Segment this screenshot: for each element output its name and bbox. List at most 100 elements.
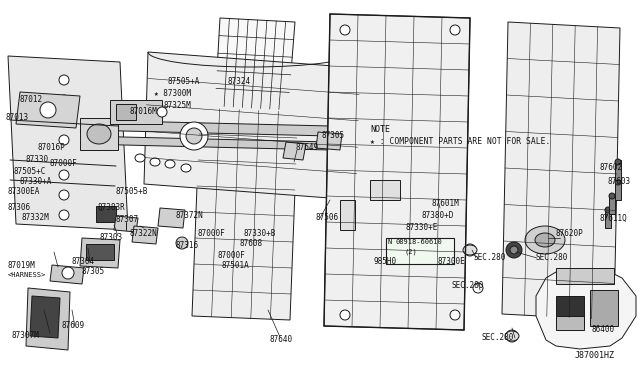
Ellipse shape <box>464 244 476 256</box>
Text: 87506: 87506 <box>316 214 339 222</box>
Polygon shape <box>324 14 470 330</box>
Ellipse shape <box>59 190 69 200</box>
Text: 87608: 87608 <box>240 240 263 248</box>
Polygon shape <box>536 270 636 349</box>
Ellipse shape <box>505 331 519 341</box>
Ellipse shape <box>605 207 611 213</box>
Text: 87380+D: 87380+D <box>422 212 454 221</box>
Text: 87307: 87307 <box>116 215 139 224</box>
Text: 86400: 86400 <box>592 326 615 334</box>
Text: 87501A: 87501A <box>222 262 250 270</box>
Ellipse shape <box>450 25 460 35</box>
Ellipse shape <box>150 158 160 166</box>
Text: 87330+A: 87330+A <box>20 177 52 186</box>
Polygon shape <box>132 226 158 244</box>
Polygon shape <box>283 142 306 160</box>
Bar <box>556 296 584 326</box>
Text: SEC.280: SEC.280 <box>482 334 515 343</box>
Ellipse shape <box>62 267 74 279</box>
Text: 87322N: 87322N <box>130 230 157 238</box>
Text: 87330+B: 87330+B <box>244 230 276 238</box>
Text: 87620P: 87620P <box>556 230 584 238</box>
Text: 87016M: 87016M <box>130 108 157 116</box>
Text: 87649: 87649 <box>295 144 318 153</box>
Text: 87000F: 87000F <box>218 251 246 260</box>
Text: ★ 87300M: ★ 87300M <box>154 90 191 99</box>
Text: 87505+A: 87505+A <box>168 77 200 87</box>
Text: 87603: 87603 <box>608 177 631 186</box>
Text: 87505+C: 87505+C <box>14 167 46 176</box>
Ellipse shape <box>59 170 69 180</box>
Text: 87306: 87306 <box>8 203 31 212</box>
Bar <box>116 104 136 120</box>
Polygon shape <box>80 118 118 150</box>
Polygon shape <box>8 56 128 230</box>
Text: 87609: 87609 <box>62 321 85 330</box>
Polygon shape <box>114 216 138 232</box>
Polygon shape <box>316 132 342 150</box>
Text: 87611Q: 87611Q <box>600 214 628 222</box>
Text: 87332M: 87332M <box>22 214 50 222</box>
Text: 08918-60610: 08918-60610 <box>396 239 443 245</box>
Text: (2): (2) <box>404 249 417 255</box>
Ellipse shape <box>615 159 621 165</box>
Bar <box>609 194 615 214</box>
Text: 87325M: 87325M <box>164 102 192 110</box>
Polygon shape <box>192 108 298 320</box>
Polygon shape <box>30 296 60 338</box>
Bar <box>615 180 621 200</box>
Polygon shape <box>82 120 330 136</box>
Text: 87383R: 87383R <box>98 203 125 212</box>
Text: ★ : COMPONENT PARTS ARE NOT FOR SALE.: ★ : COMPONENT PARTS ARE NOT FOR SALE. <box>370 138 550 147</box>
Ellipse shape <box>340 25 350 35</box>
Ellipse shape <box>506 330 518 342</box>
Ellipse shape <box>186 128 202 144</box>
Ellipse shape <box>473 283 483 293</box>
Ellipse shape <box>59 95 69 105</box>
Text: 87324: 87324 <box>228 77 251 87</box>
Polygon shape <box>50 265 84 284</box>
Bar <box>86 244 114 260</box>
Polygon shape <box>82 136 330 150</box>
Ellipse shape <box>59 75 69 85</box>
Ellipse shape <box>176 237 188 249</box>
Bar <box>556 268 614 284</box>
Bar <box>370 180 400 200</box>
Text: 87300E: 87300E <box>438 257 466 266</box>
Ellipse shape <box>59 210 69 220</box>
Polygon shape <box>80 238 120 268</box>
Ellipse shape <box>510 246 518 254</box>
Ellipse shape <box>615 179 621 185</box>
Ellipse shape <box>165 160 175 168</box>
Ellipse shape <box>181 164 191 172</box>
Text: 87013: 87013 <box>6 113 29 122</box>
Text: 87505+B: 87505+B <box>115 187 147 196</box>
Text: 87601M: 87601M <box>432 199 460 208</box>
Ellipse shape <box>87 124 111 144</box>
Text: 87307M: 87307M <box>12 330 40 340</box>
Text: 87000F: 87000F <box>50 160 77 169</box>
Polygon shape <box>502 22 620 320</box>
Polygon shape <box>16 92 80 128</box>
Text: 87000F: 87000F <box>198 230 226 238</box>
Text: NOTE: NOTE <box>370 125 390 135</box>
Ellipse shape <box>340 310 350 320</box>
Ellipse shape <box>463 245 477 255</box>
Ellipse shape <box>525 226 565 254</box>
Ellipse shape <box>180 122 208 150</box>
Ellipse shape <box>135 154 145 162</box>
Text: 87372N: 87372N <box>175 212 203 221</box>
Text: 87602: 87602 <box>600 164 623 173</box>
Text: <HARNESS>: <HARNESS> <box>8 272 46 278</box>
Text: N: N <box>388 239 392 245</box>
Text: 985H0: 985H0 <box>374 257 397 266</box>
Ellipse shape <box>40 102 56 118</box>
Bar <box>605 208 611 228</box>
Bar <box>110 100 162 124</box>
Text: 87330: 87330 <box>26 155 49 164</box>
Bar <box>340 200 355 230</box>
Polygon shape <box>158 208 185 228</box>
Text: 87305: 87305 <box>322 131 345 141</box>
Bar <box>96 206 116 222</box>
Text: 87640: 87640 <box>270 336 293 344</box>
